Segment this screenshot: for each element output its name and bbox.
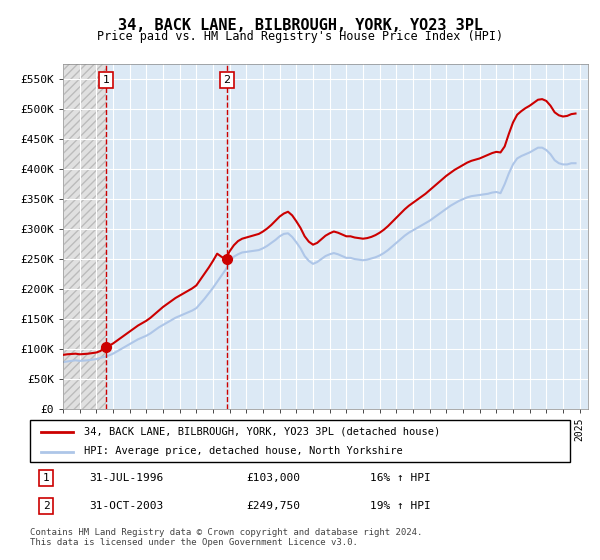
Text: 34, BACK LANE, BILBROUGH, YORK, YO23 3PL (detached house): 34, BACK LANE, BILBROUGH, YORK, YO23 3PL… [84,427,440,437]
Text: £249,750: £249,750 [246,501,300,511]
Text: 2: 2 [43,501,50,511]
Text: 34, BACK LANE, BILBROUGH, YORK, YO23 3PL: 34, BACK LANE, BILBROUGH, YORK, YO23 3PL [118,18,482,33]
Text: Contains HM Land Registry data © Crown copyright and database right 2024.
This d: Contains HM Land Registry data © Crown c… [30,528,422,547]
Text: 19% ↑ HPI: 19% ↑ HPI [370,501,431,511]
Text: 1: 1 [43,473,50,483]
Text: 31-JUL-1996: 31-JUL-1996 [89,473,164,483]
Text: Price paid vs. HM Land Registry's House Price Index (HPI): Price paid vs. HM Land Registry's House … [97,30,503,43]
Text: 2: 2 [223,75,230,85]
Text: 1: 1 [103,75,110,85]
FancyBboxPatch shape [30,420,570,462]
Text: HPI: Average price, detached house, North Yorkshire: HPI: Average price, detached house, Nort… [84,446,403,456]
Text: £103,000: £103,000 [246,473,300,483]
Text: 16% ↑ HPI: 16% ↑ HPI [370,473,431,483]
Bar [63,64,106,409]
Text: 31-OCT-2003: 31-OCT-2003 [89,501,164,511]
